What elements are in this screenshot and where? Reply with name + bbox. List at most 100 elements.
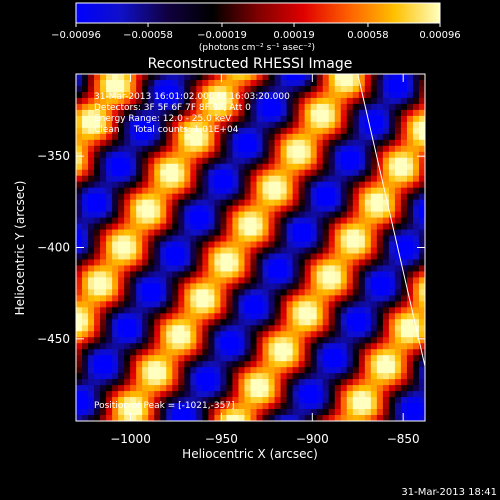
heatmap-cell — [130, 361, 137, 368]
heatmap-cell — [88, 301, 95, 308]
heatmap-cell — [124, 235, 131, 242]
heatmap-cell — [172, 265, 179, 272]
heatmap-cell — [214, 271, 221, 278]
heatmap-cell — [160, 379, 167, 386]
heatmap-cell — [94, 74, 101, 81]
heatmap-cell — [112, 313, 119, 320]
heatmap-cell — [322, 325, 330, 332]
heatmap-cell — [406, 223, 414, 230]
heatmap-cell — [118, 253, 125, 260]
heatmap-cell — [370, 283, 378, 290]
heatmap-cell — [244, 109, 251, 117]
heatmap-cell — [166, 109, 173, 117]
heatmap-cell — [328, 193, 336, 201]
heatmap-cell — [328, 85, 336, 93]
heatmap-cell — [418, 211, 425, 218]
heatmap-cell — [274, 115, 281, 123]
heatmap-cell — [250, 139, 257, 147]
heatmap-cell — [262, 361, 269, 368]
heatmap-cell — [298, 319, 306, 326]
heatmap-cell — [364, 175, 372, 183]
heatmap-cell — [190, 211, 197, 218]
heatmap-cell — [310, 397, 318, 404]
heatmap-cell — [148, 91, 155, 99]
heatmap-cell — [130, 97, 137, 105]
heatmap-cell — [226, 103, 233, 111]
heatmap-cell — [214, 355, 221, 362]
heatmap-cell — [100, 397, 107, 404]
heatmap-cell — [262, 259, 269, 266]
heatmap-cell — [382, 205, 390, 212]
heatmap-cell — [136, 115, 143, 123]
heatmap-cell — [238, 343, 245, 350]
heatmap-cell — [226, 109, 233, 117]
heatmap-cell — [88, 271, 95, 278]
heatmap-cell — [190, 307, 197, 314]
heatmap-cell — [358, 79, 366, 87]
heatmap-cell — [118, 199, 125, 207]
heatmap-cell — [370, 373, 378, 380]
heatmap-cell — [340, 97, 348, 105]
heatmap-cell — [244, 193, 251, 201]
heatmap-cell — [310, 373, 318, 380]
heatmap-cell — [298, 193, 306, 201]
heatmap-cell — [412, 307, 420, 314]
heatmap-cell — [232, 289, 239, 296]
heatmap-cell — [316, 103, 324, 111]
heatmap-cell — [106, 145, 113, 153]
heatmap-cell — [190, 259, 197, 266]
heatmap-cell — [226, 97, 233, 105]
heatmap-cell — [256, 247, 263, 254]
heatmap-cell — [280, 133, 288, 141]
heatmap-cell — [214, 265, 221, 272]
heatmap-cell — [100, 277, 107, 284]
heatmap-cell — [154, 325, 161, 332]
heatmap-cell — [160, 367, 167, 374]
heatmap-cell — [214, 391, 221, 398]
heatmap-cell — [280, 271, 288, 278]
heatmap-cell — [196, 235, 203, 242]
heatmap-cell — [286, 121, 294, 129]
heatmap-cell — [154, 139, 161, 147]
heatmap-cell — [316, 247, 324, 254]
heatmap-cell — [268, 289, 275, 296]
heatmap-cell — [268, 157, 275, 165]
heatmap-cell — [148, 229, 155, 236]
heatmap-cell — [364, 193, 372, 201]
heatmap-cell — [412, 175, 420, 183]
heatmap-cell — [304, 277, 312, 284]
heatmap-cell — [142, 199, 149, 207]
heatmap-cell — [250, 74, 257, 81]
heatmap-cell — [136, 211, 143, 218]
heatmap-cell — [142, 181, 149, 189]
heatmap-cell — [160, 331, 167, 338]
heatmap-cell — [412, 265, 420, 272]
heatmap-cell — [370, 193, 378, 201]
heatmap-cell — [214, 385, 221, 392]
heatmap-cell — [352, 379, 360, 386]
heatmap-cell — [286, 319, 294, 326]
heatmap-cell — [304, 181, 312, 189]
heatmap-cell — [202, 193, 209, 201]
heatmap-cell — [370, 229, 378, 236]
heatmap-cell — [172, 187, 179, 195]
heatmap-cell — [346, 199, 354, 207]
heatmap-cell — [388, 235, 396, 242]
heatmap-cell — [226, 313, 233, 320]
heatmap-cell — [226, 247, 233, 254]
heatmap-cell — [154, 397, 161, 404]
heatmap-cell — [292, 85, 300, 93]
heatmap-cell — [94, 301, 101, 308]
heatmap-cell — [184, 115, 191, 123]
heatmap-cell — [76, 103, 83, 111]
heatmap-cell — [280, 85, 288, 93]
heatmap-cell — [256, 229, 263, 236]
heatmap-cell — [328, 295, 336, 302]
heatmap-cell — [274, 265, 281, 272]
heatmap-cell — [382, 319, 390, 326]
heatmap-cell — [226, 409, 233, 416]
heatmap-cell — [244, 343, 251, 350]
heatmap-cell — [370, 175, 378, 183]
heatmap-cell — [364, 133, 372, 141]
heatmap-cell — [154, 259, 161, 266]
